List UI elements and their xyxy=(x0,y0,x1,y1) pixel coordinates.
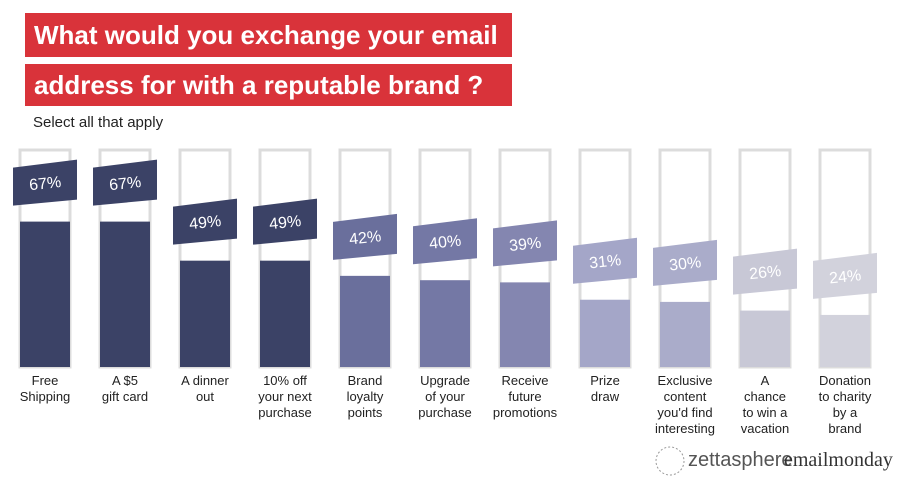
bar xyxy=(660,301,710,367)
category-label: Exclusive content you'd find interesting xyxy=(655,373,715,436)
value-label: 67% xyxy=(108,174,142,194)
category-label: A $5 gift card xyxy=(101,373,149,404)
bar xyxy=(20,221,70,367)
value-label: 67% xyxy=(28,174,62,194)
value-label: 24% xyxy=(828,267,862,287)
category-label: Prize draw xyxy=(590,373,620,404)
value-label: 49% xyxy=(188,213,222,233)
value-label-box xyxy=(813,252,877,299)
value-label: 26% xyxy=(748,263,782,283)
bar xyxy=(820,314,870,367)
value-label: 39% xyxy=(508,235,542,255)
value-label-box xyxy=(333,213,397,260)
bar xyxy=(580,299,630,367)
category-label: A chance to win a vacation xyxy=(740,373,790,436)
value-label-box xyxy=(173,198,237,245)
brand-logo xyxy=(655,446,685,476)
title-line-2: address for with a reputable brand ? xyxy=(25,64,512,106)
brand-1: zettasphere xyxy=(688,449,793,471)
category-label: Donation to charity by a brand xyxy=(818,373,872,436)
value-label-box xyxy=(493,220,557,267)
bar xyxy=(420,280,470,367)
bar xyxy=(740,310,790,367)
category-label: Receive future promotions xyxy=(492,373,558,420)
category-label: A dinner out xyxy=(181,373,229,404)
value-label: 49% xyxy=(268,213,302,233)
value-label-box xyxy=(93,159,157,206)
category-label: Free Shipping xyxy=(19,373,71,404)
value-label-box xyxy=(13,159,77,206)
category-label: Brand loyalty points xyxy=(346,373,384,420)
value-label-box xyxy=(653,239,717,286)
bar xyxy=(340,275,390,367)
value-label-box xyxy=(413,218,477,265)
value-label: 31% xyxy=(588,252,622,272)
value-label: 30% xyxy=(668,254,702,274)
category-label: Upgrade of your purchase xyxy=(418,373,472,420)
value-label-box xyxy=(733,248,797,295)
value-label: 42% xyxy=(348,228,382,248)
brand-2: emailmonday xyxy=(784,449,893,471)
bar xyxy=(180,260,230,367)
value-label: 40% xyxy=(428,233,462,253)
bar xyxy=(500,282,550,367)
value-label-box xyxy=(253,198,317,245)
title-line-1: What would you exchange your email xyxy=(25,13,512,57)
value-label-box xyxy=(573,237,637,284)
bar xyxy=(100,221,150,367)
subtitle: Select all that apply xyxy=(33,114,164,131)
category-label: 10% off your next purchase xyxy=(258,373,312,420)
bar xyxy=(260,260,310,367)
